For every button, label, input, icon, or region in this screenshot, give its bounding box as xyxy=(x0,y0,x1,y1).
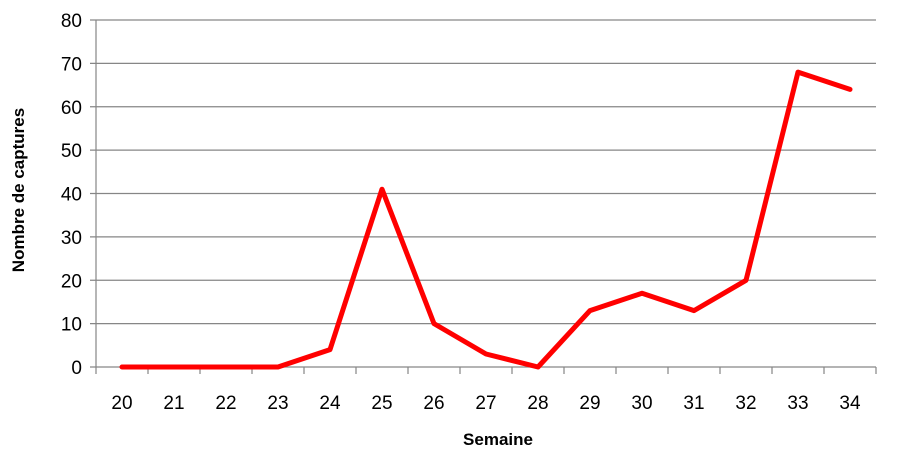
y-tick-label: 50 xyxy=(61,141,82,162)
x-tick-labels: 20 21 22 23 24 25 26 27 28 29 30 31 32 33 34 xyxy=(111,393,861,414)
x-tick-label: 25 xyxy=(371,393,392,414)
x-tick-label: 20 xyxy=(111,393,132,414)
y-tick-label: 0 xyxy=(71,358,82,379)
x-tick-label: 30 xyxy=(631,393,652,414)
axes xyxy=(90,20,877,374)
y-tick-label: 70 xyxy=(61,54,82,75)
x-tick-label: 34 xyxy=(839,393,861,414)
x-tick-label: 29 xyxy=(579,393,600,414)
x-tick-label: 27 xyxy=(475,393,496,414)
y-tick-label: 60 xyxy=(61,98,82,119)
y-tick-label: 40 xyxy=(61,185,82,206)
series-group xyxy=(119,69,853,370)
y-tick-label: 10 xyxy=(61,315,82,336)
x-tick-label: 31 xyxy=(683,393,704,414)
y-tick-labels: 0 10 20 30 40 50 60 70 80 xyxy=(61,11,82,379)
x-tick-label: 23 xyxy=(267,393,288,414)
y-tick-label: 80 xyxy=(61,11,82,32)
x-tick-label: 22 xyxy=(215,393,236,414)
x-tick-label: 33 xyxy=(787,393,808,414)
x-tick-label: 21 xyxy=(163,393,184,414)
x-axis-title: Semaine xyxy=(463,430,533,449)
x-tick-label: 28 xyxy=(527,393,548,414)
gridlines xyxy=(90,19,876,325)
x-tick-label: 26 xyxy=(423,393,444,414)
y-axis-title: Nombre de captures xyxy=(9,108,28,272)
x-tick-label: 24 xyxy=(319,393,341,414)
series-line xyxy=(119,69,853,370)
y-tick-label: 30 xyxy=(61,228,82,249)
x-tick-label: 32 xyxy=(735,393,756,414)
y-tick-label: 20 xyxy=(61,271,82,292)
